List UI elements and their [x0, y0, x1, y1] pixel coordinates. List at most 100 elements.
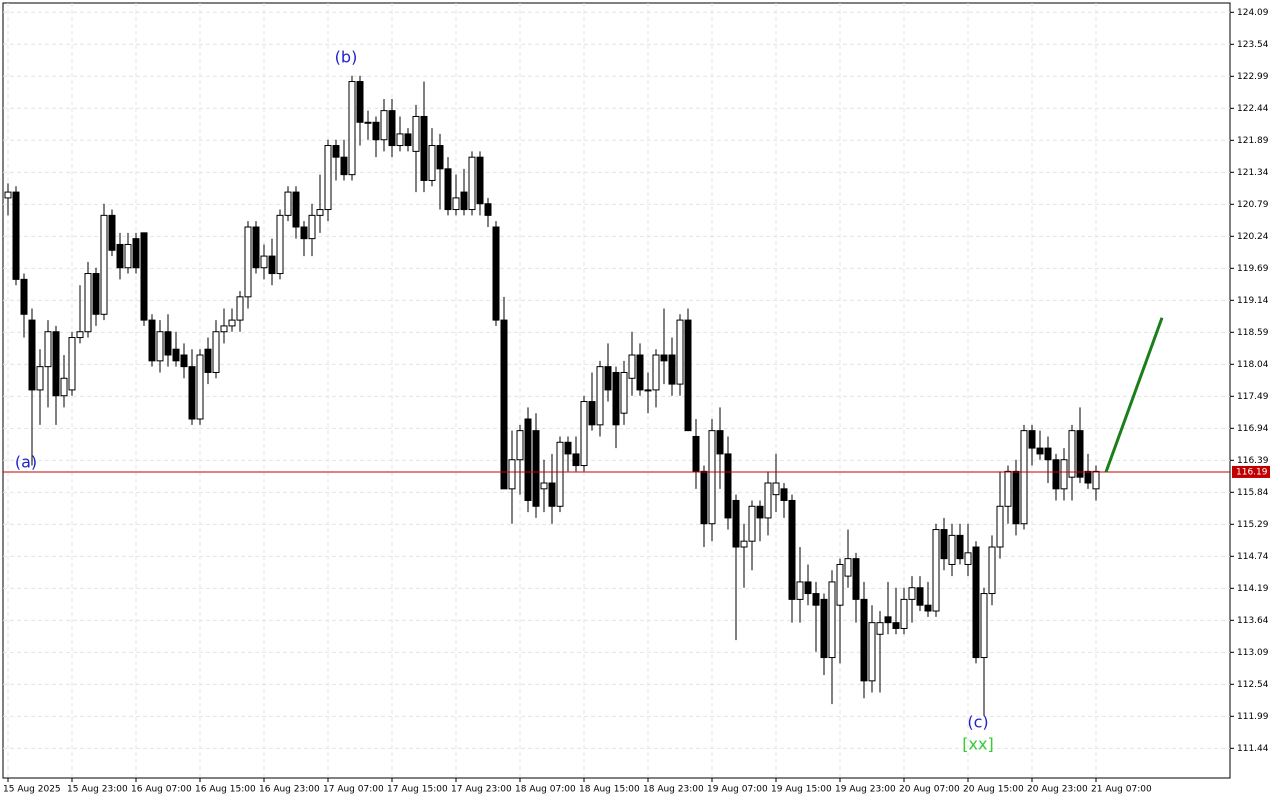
- candle-body: [804, 581, 812, 595]
- candle-body: [892, 622, 900, 629]
- candle-body: [564, 441, 572, 455]
- y-tick-label: 121.34: [1237, 168, 1269, 178]
- candle-body: [132, 238, 140, 269]
- candle-body: [516, 430, 524, 461]
- candle-body: [452, 197, 460, 211]
- candle-body: [996, 505, 1004, 548]
- candle-body: [164, 331, 172, 356]
- candle-body: [588, 401, 596, 426]
- candle-body: [92, 273, 100, 315]
- candle-body: [644, 389, 652, 392]
- y-tick-label: 118.04: [1237, 360, 1269, 370]
- candle-body: [972, 546, 980, 659]
- candle-body: [1020, 430, 1028, 525]
- candle-body: [772, 482, 780, 496]
- candle-body: [604, 366, 612, 391]
- candle-body: [684, 319, 692, 432]
- plot-frame: [2, 2, 1231, 779]
- candle-body: [380, 110, 388, 141]
- candle-body: [780, 488, 788, 501]
- candle-body: [396, 133, 404, 147]
- candle-body: [364, 121, 372, 124]
- candle-body: [372, 121, 380, 141]
- x-tick-label: 19 Aug 23:00: [835, 785, 896, 795]
- y-tick-label: 115.29: [1237, 520, 1269, 530]
- candle-body: [572, 453, 580, 467]
- y-tick-label: 114.19: [1237, 584, 1269, 594]
- candle-body: [148, 319, 156, 362]
- candle-body: [932, 529, 940, 612]
- candle-body: [12, 191, 20, 280]
- candle-body: [436, 145, 444, 170]
- candle-body: [268, 255, 276, 275]
- candle-body: [332, 145, 340, 158]
- y-tick-label: 120.24: [1237, 232, 1269, 242]
- x-tick-label: 18 Aug 07:00: [515, 785, 576, 795]
- candle-body: [692, 435, 700, 472]
- candle-body: [1028, 430, 1036, 449]
- y-tick-label: 111.44: [1237, 744, 1269, 754]
- candle-body: [356, 81, 364, 123]
- candle-body: [668, 354, 676, 385]
- x-tick-label: 19 Aug 07:00: [707, 785, 768, 795]
- candle-body: [620, 371, 628, 414]
- candle-body: [1004, 470, 1012, 507]
- y-tick-label: 114.74: [1237, 552, 1269, 562]
- candle-body: [988, 546, 996, 595]
- current-price-label: 116.19: [1236, 467, 1268, 477]
- candle-body: [1012, 470, 1020, 525]
- candle-body: [420, 115, 428, 181]
- x-tick-label: 17 Aug 07:00: [323, 785, 384, 795]
- candle-body: [724, 453, 732, 519]
- candle-body: [324, 145, 332, 211]
- candle-body: [660, 354, 668, 362]
- x-tick-label: 20 Aug 07:00: [899, 785, 960, 795]
- y-tick-label: 119.14: [1237, 296, 1269, 306]
- candle-body: [948, 534, 956, 565]
- candle-body: [860, 598, 868, 682]
- candle-body: [540, 482, 548, 490]
- candle-body: [1076, 430, 1084, 478]
- candle-body: [508, 459, 516, 490]
- candle-body: [700, 470, 708, 525]
- candle-body: [884, 616, 892, 624]
- candle-body: [484, 203, 492, 216]
- candle-body: [908, 587, 916, 600]
- candle-body: [228, 319, 236, 327]
- candle-body: [204, 348, 212, 373]
- candle-body: [1036, 447, 1044, 455]
- x-tick-label: 17 Aug 15:00: [387, 785, 448, 795]
- candle-body: [212, 331, 220, 373]
- candle-body: [316, 209, 324, 216]
- y-tick-label: 113.09: [1237, 648, 1269, 658]
- forecast-arrow: [1104, 317, 1164, 473]
- candle-body: [292, 191, 300, 228]
- candle-body: [628, 354, 636, 379]
- candle-body: [340, 156, 348, 176]
- candle-body: [916, 587, 924, 606]
- candle-body: [876, 622, 884, 635]
- y-tick-label: 119.69: [1237, 264, 1269, 274]
- candle-body: [412, 115, 420, 152]
- candle-body: [68, 337, 76, 391]
- candle-body: [844, 558, 852, 577]
- candle-body: [852, 558, 860, 600]
- candle-body: [788, 499, 796, 600]
- candle-body: [524, 418, 532, 501]
- candle-body: [348, 81, 356, 176]
- candle-body: [308, 214, 316, 240]
- candle-body: [964, 552, 972, 565]
- x-tick-label: 16 Aug 15:00: [195, 785, 256, 795]
- candle-body: [44, 331, 52, 368]
- candle-body: [108, 214, 116, 251]
- candle-body: [676, 319, 684, 385]
- candle-body: [1052, 459, 1060, 490]
- y-tick-label: 115.84: [1237, 488, 1269, 498]
- candle-body: [100, 214, 108, 315]
- candle-body: [532, 430, 540, 507]
- wave-label: (a): [15, 453, 37, 472]
- candle-body: [1044, 447, 1052, 461]
- candle-body: [708, 430, 716, 525]
- y-tick-label: 122.99: [1237, 72, 1269, 82]
- candle-body: [796, 581, 804, 600]
